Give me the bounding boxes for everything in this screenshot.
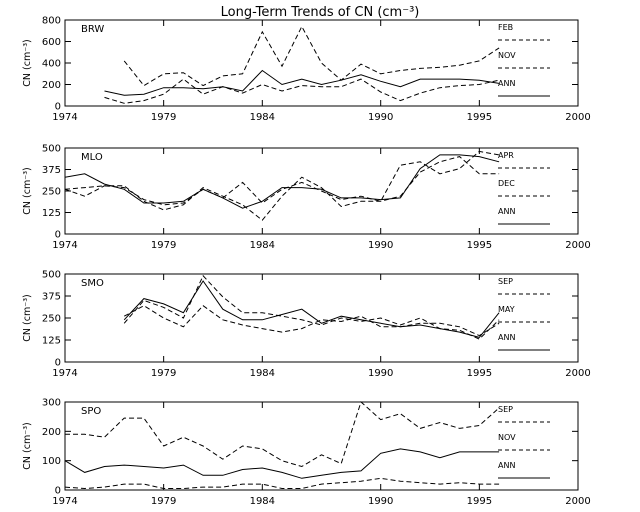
legend-label: SEP	[498, 277, 513, 286]
legend-label: ANN	[498, 333, 515, 342]
x-tick-label: 1979	[151, 368, 176, 379]
panel-spo: 1974 1979 1984 1990 1995 2000 0 100 200 300 CN (cm…	[22, 398, 591, 508]
y-tick-label: 200	[42, 80, 61, 91]
y-tick-label: 375	[42, 292, 61, 303]
x-tick-label: 1974	[52, 368, 77, 379]
legend-label: MAY	[498, 305, 515, 314]
x-tick-label: 1990	[368, 368, 393, 379]
y-axis-label: CN (cm⁻³)	[22, 422, 33, 469]
series-line-apr	[64, 150, 500, 206]
figure-title: Long-Term Trends of CN (cm⁻³)	[221, 5, 420, 20]
legend-label: NOV	[498, 433, 516, 442]
legend-label: DEC	[498, 179, 515, 188]
legend-label: ANN	[498, 207, 515, 216]
y-tick-label: 250	[42, 314, 61, 325]
series-line-may	[123, 305, 500, 337]
y-tick-label: 200	[42, 427, 61, 438]
y-tick-label: 500	[42, 144, 61, 155]
series-line-nov	[64, 477, 500, 490]
x-tick-label: 1995	[467, 112, 492, 123]
panel-title: BRW	[81, 24, 104, 35]
x-tick-label: 1984	[250, 496, 275, 507]
y-tick-label: 125	[42, 336, 61, 347]
x-tick-label: 1984	[250, 240, 275, 251]
plot-frame	[64, 273, 579, 363]
x-tick-label: 1995	[467, 496, 492, 507]
x-tick-label: 1995	[467, 240, 492, 251]
legend-label: APR	[498, 151, 514, 160]
x-tick-label: 2000	[565, 112, 590, 123]
x-tick-label: 1990	[368, 240, 393, 251]
legend-label: ANN	[498, 461, 515, 470]
y-tick-label: 500	[42, 270, 61, 281]
y-tick-label: 800	[42, 16, 61, 27]
series-line-sep	[123, 274, 500, 340]
x-tick-label: 1974	[52, 112, 77, 123]
series-line-ann	[123, 280, 500, 338]
y-tick-label: 0	[55, 230, 61, 241]
panel-title: SPO	[81, 406, 101, 417]
y-tick-label: 0	[55, 358, 61, 369]
series-line-ann	[64, 154, 500, 209]
x-tick-label: 2000	[565, 368, 590, 379]
y-axis-label: CN (cm⁻³)	[22, 39, 33, 86]
panel-title: MLO	[81, 152, 103, 163]
y-tick-label: 125	[42, 208, 61, 219]
y-tick-label: 375	[42, 165, 61, 176]
y-tick-label: 250	[42, 187, 61, 198]
series-line-nov	[104, 78, 500, 104]
series-line-dec	[64, 156, 500, 221]
legend-label: ANN	[498, 79, 515, 88]
y-tick-label: 100	[42, 456, 61, 467]
y-tick-label: 0	[55, 102, 61, 113]
x-tick-label: 1995	[467, 368, 492, 379]
y-tick-label: 600	[42, 37, 61, 48]
plot-frame	[64, 401, 579, 491]
legend-label: SEP	[498, 405, 513, 414]
legend-label: FEB	[498, 23, 513, 32]
panels: 1974 1979 1984 1990 1995 20000200400600800CN …	[22, 16, 591, 508]
y-tick-label: 400	[42, 59, 61, 70]
series-line-ann	[64, 448, 500, 479]
x-tick-label: 1984	[250, 112, 275, 123]
y-tick-label: 300	[42, 398, 61, 409]
series-line-sep	[65, 401, 500, 468]
x-tick-label: 2000	[565, 496, 590, 507]
y-axis-label: CN (cm⁻³)	[22, 167, 33, 214]
panel-mlo: 1974 1979 1984 1990 1995 2000 0 125 250 375 500 CN …	[22, 144, 591, 252]
y-axis-label: CN (cm⁻³)	[22, 294, 33, 341]
x-tick-label: 2000	[565, 240, 590, 251]
x-tick-label: 1979	[151, 240, 176, 251]
x-tick-label: 1984	[250, 368, 275, 379]
x-tick-label: 1974	[52, 240, 77, 251]
series-line-ann	[104, 69, 500, 96]
x-tick-label: 1990	[368, 112, 393, 123]
x-tick-label: 1990	[368, 496, 393, 507]
x-tick-label: 1974	[52, 496, 77, 507]
panel-brw: 1974 1979 1984 1990 1995 2000 0 200 400 600 800 CN …	[22, 16, 591, 124]
panel-title: SMO	[81, 278, 104, 289]
panel-smo: 1974 1979 1984 1990 1995 2000 0 125 250 375 500 CN …	[22, 270, 591, 380]
plot-frame	[64, 19, 579, 107]
legend-label: NOV	[498, 51, 516, 60]
x-tick-label: 1979	[151, 496, 176, 507]
x-tick-label: 1979	[151, 112, 176, 123]
y-tick-label: 0	[55, 486, 61, 497]
series-line-feb	[123, 25, 500, 87]
